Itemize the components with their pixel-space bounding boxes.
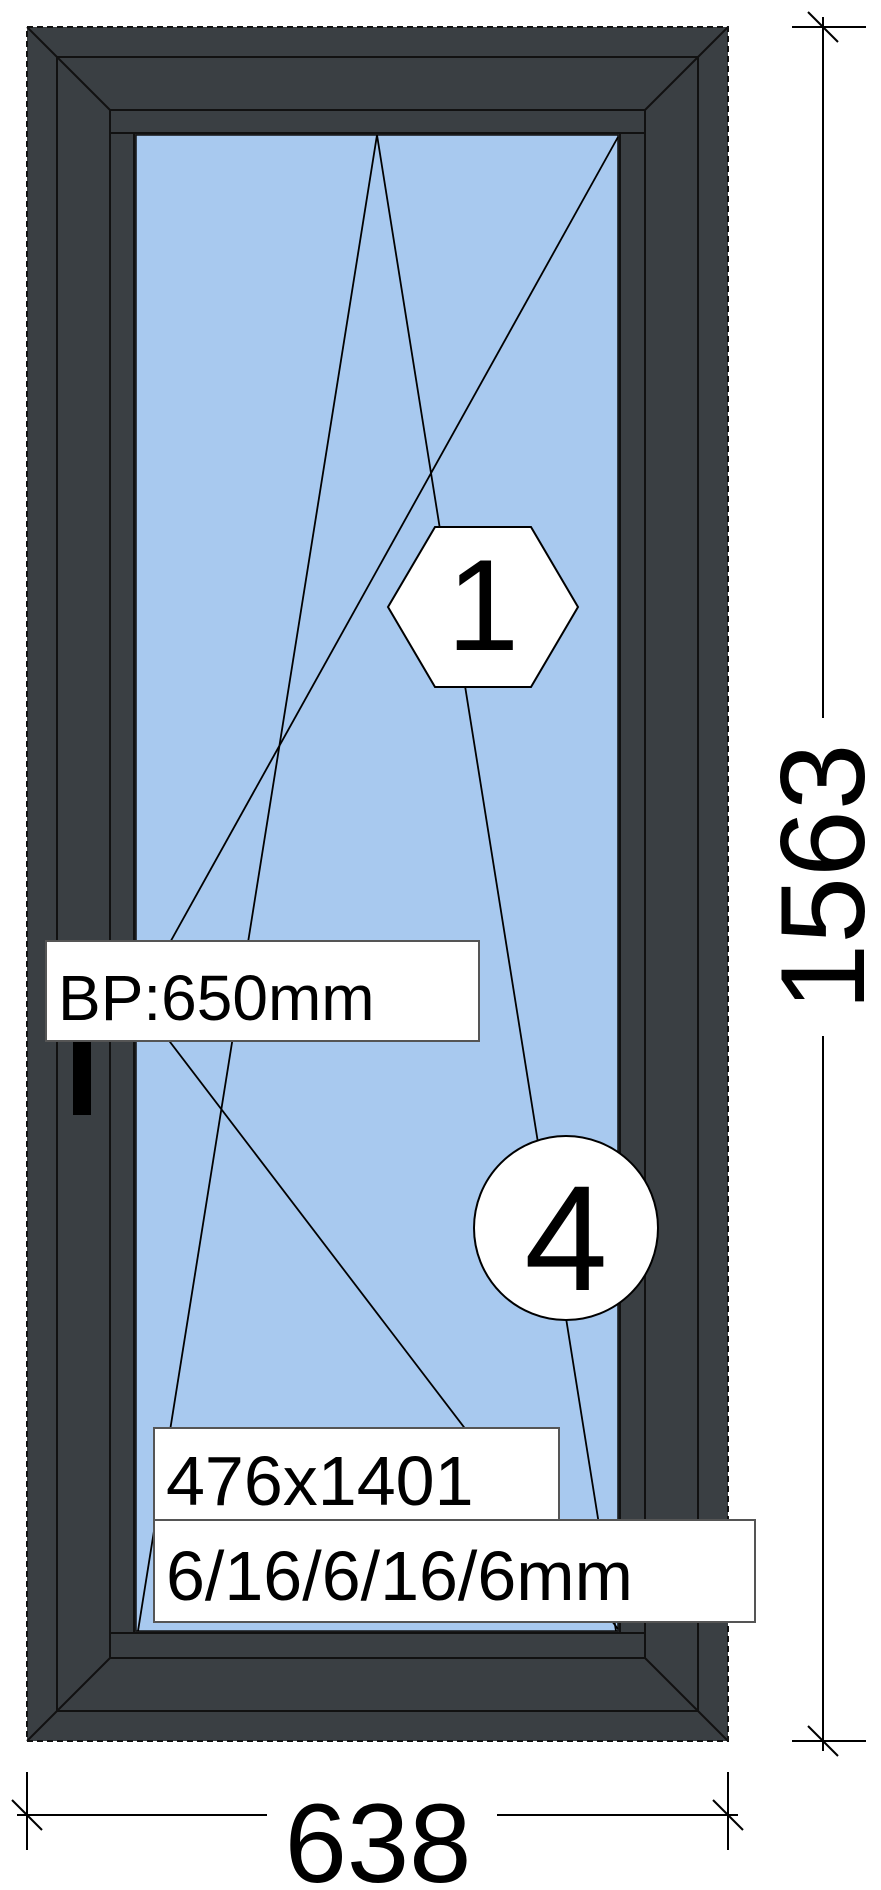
height-dimension-text: 1563 [756, 744, 881, 1011]
glass-size-text: 476x1401 [166, 1442, 474, 1520]
handle-height-label-box: BP:650mm [45, 940, 480, 1042]
opening-type-circle [473, 1135, 659, 1321]
frame-bevel-br [697, 1710, 729, 1742]
width-dim-tick-left [11, 1799, 43, 1831]
tilt-line-left [137, 134, 378, 1632]
sash-number-badge: 1 [386, 526, 580, 688]
glass-pane [135, 134, 619, 1632]
width-dimension-text: 638 [285, 1781, 472, 1890]
sash-bevel-bl [56, 1657, 111, 1712]
sash-bevel-tr [644, 56, 699, 111]
width-dimension [11, 1772, 744, 1850]
frame-bevel-tl [26, 26, 58, 58]
turn-line-top [137, 136, 619, 1001]
glass-spec-text: 6/16/6/16/6mm [166, 1537, 633, 1615]
glass-size-box [153, 1427, 560, 1521]
sash-bevel-br [644, 1657, 699, 1712]
handle-height-box [45, 940, 480, 1042]
opening-type-badge: 4 [473, 1135, 659, 1322]
frame-bevel-tr [697, 26, 729, 58]
height-dim-tick-top [807, 11, 839, 43]
glazing-bead [109, 109, 646, 1659]
handle-height-text: BP:650mm [58, 962, 375, 1034]
sash-number-hexagon [386, 526, 580, 688]
glass-spec-label-box: 6/16/6/16/6mm [153, 1519, 756, 1623]
width-dim-tick-right [712, 1799, 744, 1831]
glass-spec-box [153, 1519, 756, 1623]
glass-size-label-box: 476x1401 [153, 1427, 560, 1521]
frame-bevel-bl [26, 1710, 58, 1742]
height-dim-tick-bottom [807, 1725, 839, 1757]
height-dimension [792, 11, 866, 1757]
sash-bevel-tl [56, 56, 111, 111]
sash-number-text: 1 [447, 532, 519, 678]
tilt-line-right [376, 134, 617, 1632]
opening-type-text: 4 [524, 1154, 607, 1322]
